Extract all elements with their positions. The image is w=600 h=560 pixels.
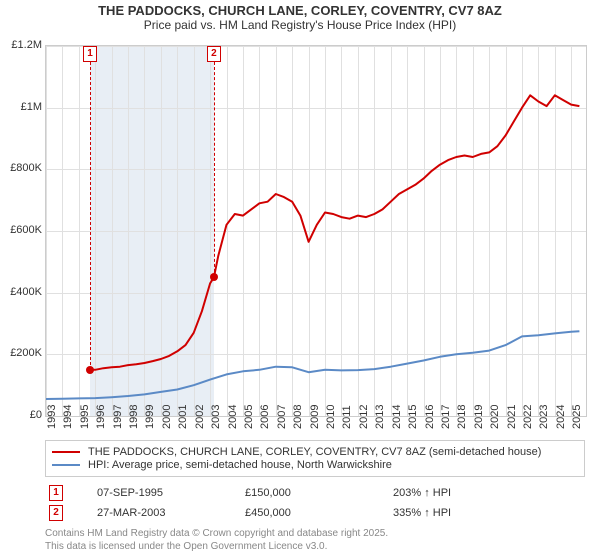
x-axis-label: 2005 (243, 405, 255, 429)
x-axis-label: 2011 (341, 405, 353, 429)
legend-label-hpi: HPI: Average price, semi-detached house,… (88, 459, 392, 471)
y-axis-label: £800K (0, 162, 42, 174)
x-axis-label: 2020 (489, 405, 501, 429)
attribution-line-2: This data is licensed under the Open Gov… (45, 540, 585, 553)
sale-marker-dot (86, 366, 94, 374)
title-sub: Price paid vs. HM Land Registry's House … (0, 18, 600, 32)
sale-price-1: £150,000 (241, 483, 389, 503)
x-axis-label: 2012 (358, 405, 370, 429)
legend-row-series-1: THE PADDOCKS, CHURCH LANE, CORLEY, COVEN… (52, 446, 578, 458)
y-axis-label: £0 (0, 409, 42, 421)
x-axis-label: 2001 (177, 405, 189, 429)
y-axis-label: £200K (0, 347, 42, 359)
x-axis-label: 2016 (424, 405, 436, 429)
sale-marker-box: 1 (83, 46, 97, 62)
x-axis-label: 2019 (473, 405, 485, 429)
attribution: Contains HM Land Registry data © Crown c… (45, 527, 585, 553)
sale-marker-line (90, 62, 91, 370)
y-axis-label: £400K (0, 286, 42, 298)
sales-table: 1 07-SEP-1995 £150,000 203% ↑ HPI 2 27-M… (45, 483, 585, 523)
chart-plot-area: 1993199419951996199719981999200020012002… (45, 45, 587, 417)
x-axis-label: 2015 (407, 405, 419, 429)
title-main: THE PADDOCKS, CHURCH LANE, CORLEY, COVEN… (0, 3, 600, 18)
chart-container: THE PADDOCKS, CHURCH LANE, CORLEY, COVEN… (0, 0, 600, 560)
series-swatch-price-paid (52, 451, 80, 453)
x-axis-label: 1996 (95, 405, 107, 429)
x-axis-label: 2022 (522, 405, 534, 429)
x-axis-label: 2000 (161, 405, 173, 429)
x-axis-label: 2023 (538, 405, 550, 429)
x-axis-label: 2006 (259, 405, 271, 429)
y-axis-label: £1M (0, 101, 42, 113)
sale-marker-line (214, 62, 215, 277)
legend-label-price-paid: THE PADDOCKS, CHURCH LANE, CORLEY, COVEN… (88, 446, 541, 458)
x-axis-label: 2002 (194, 405, 206, 429)
x-axis-label: 1995 (79, 405, 91, 429)
sale-vs-hpi-1: 203% ↑ HPI (389, 483, 585, 503)
series-line-price_paid (90, 95, 579, 370)
x-axis-label: 1999 (144, 405, 156, 429)
y-axis-label: £600K (0, 224, 42, 236)
x-axis-label: 2010 (325, 405, 337, 429)
x-axis-label: 2025 (571, 405, 583, 429)
sale-date-2: 27-MAR-2003 (93, 503, 241, 523)
y-axis-label: £1.2M (0, 39, 42, 51)
sale-date-1: 07-SEP-1995 (93, 483, 241, 503)
x-axis-label: 2024 (555, 405, 567, 429)
chart-svg (46, 46, 586, 416)
x-axis-label: 2007 (276, 405, 288, 429)
legend-and-footer: THE PADDOCKS, CHURCH LANE, CORLEY, COVEN… (45, 440, 585, 553)
title-block: THE PADDOCKS, CHURCH LANE, CORLEY, COVEN… (0, 0, 600, 32)
table-row: 2 27-MAR-2003 £450,000 335% ↑ HPI (45, 503, 585, 523)
legend-box: THE PADDOCKS, CHURCH LANE, CORLEY, COVEN… (45, 440, 585, 477)
x-axis-label: 2017 (440, 405, 452, 429)
x-axis-label: 2021 (506, 405, 518, 429)
x-axis-label: 1997 (112, 405, 124, 429)
table-row: 1 07-SEP-1995 £150,000 203% ↑ HPI (45, 483, 585, 503)
x-axis-label: 1993 (46, 405, 58, 429)
x-axis-label: 2008 (292, 405, 304, 429)
sale-vs-hpi-2: 335% ↑ HPI (389, 503, 585, 523)
x-axis-label: 1998 (128, 405, 140, 429)
x-axis-label: 2009 (309, 405, 321, 429)
legend-row-series-2: HPI: Average price, semi-detached house,… (52, 459, 578, 471)
x-axis-label: 2013 (374, 405, 386, 429)
sale-marker-2: 2 (49, 505, 63, 521)
x-axis-label: 1994 (62, 405, 74, 429)
sale-marker-1: 1 (49, 485, 63, 501)
x-axis-label: 2004 (227, 405, 239, 429)
x-axis-label: 2014 (391, 405, 403, 429)
series-swatch-hpi (52, 464, 80, 466)
sale-marker-box: 2 (207, 46, 221, 62)
x-axis-label: 2003 (210, 405, 222, 429)
sale-price-2: £450,000 (241, 503, 389, 523)
x-axis-label: 2018 (456, 405, 468, 429)
attribution-line-1: Contains HM Land Registry data © Crown c… (45, 527, 585, 540)
